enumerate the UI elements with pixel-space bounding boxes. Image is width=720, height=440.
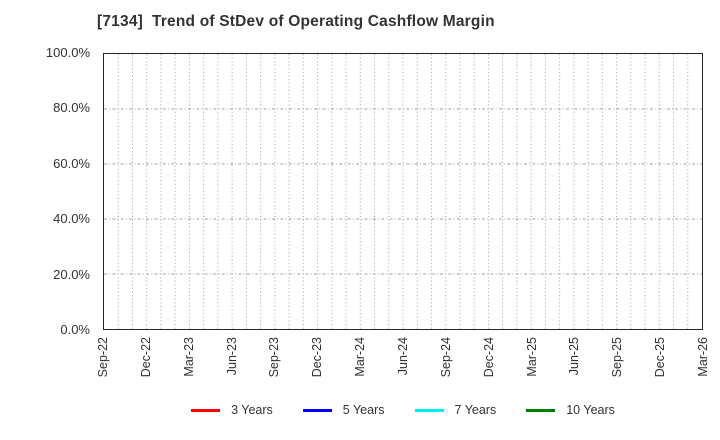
y-axis-tick-label: 100.0% (45, 45, 90, 60)
x-axis-tick-label: Mar-24 (353, 337, 368, 377)
legend-line-swatch (526, 408, 556, 412)
legend-line-swatch (191, 408, 221, 412)
x-axis-tick-label: Sep-23 (267, 337, 282, 378)
legend-item-label: 7 Years (454, 403, 497, 417)
y-axis-tick-label: 0.0% (60, 322, 90, 337)
x-axis-tick-label: Mar-25 (524, 337, 539, 377)
legend-item: 5 Years (302, 403, 385, 417)
x-axis-tick-label: Mar-23 (181, 337, 196, 377)
x-axis-tick-label: Jun-25 (567, 337, 582, 376)
x-axis-tick-label: Sep-25 (610, 337, 625, 378)
plot-area (103, 53, 703, 330)
legend-item: 10 Years (526, 403, 615, 417)
x-axis-tick-label: Dec-24 (481, 337, 496, 378)
legend-line-swatch (414, 408, 444, 412)
x-axis-tick-label: Sep-24 (438, 337, 453, 378)
grid (104, 54, 702, 329)
x-axis-tick-label: Sep-22 (96, 337, 110, 378)
legend-item-label: 3 Years (231, 403, 273, 417)
x-axis-tick-label: Jun-23 (224, 337, 239, 376)
x-axis-tick-label: Dec-25 (653, 337, 668, 378)
chart-title: [7134] Trend of StDev of Operating Cashf… (97, 13, 495, 30)
legend-line-swatch (302, 408, 332, 412)
y-axis-tick-label: 20.0% (53, 266, 90, 282)
legend-item: 7 Years (414, 403, 497, 417)
legend: 3 Years 5 Years 7 Years 10 Years (103, 403, 703, 417)
legend-item-label: 5 Years (342, 403, 385, 417)
legend-item: 3 Years (191, 403, 273, 417)
x-axis-tick-label: Dec-22 (138, 337, 153, 378)
x-axis-tick-label: Mar-26 (696, 337, 710, 377)
x-axis-tick-label: Dec-23 (310, 337, 325, 378)
y-axis-tick-label: 40.0% (53, 211, 90, 227)
y-axis-tick-label: 80.0% (53, 100, 90, 116)
y-axis-tick-label: 60.0% (53, 155, 90, 171)
x-axis-tick-label: Jun-24 (396, 337, 410, 376)
legend-item-label: 10 Years (566, 403, 615, 417)
